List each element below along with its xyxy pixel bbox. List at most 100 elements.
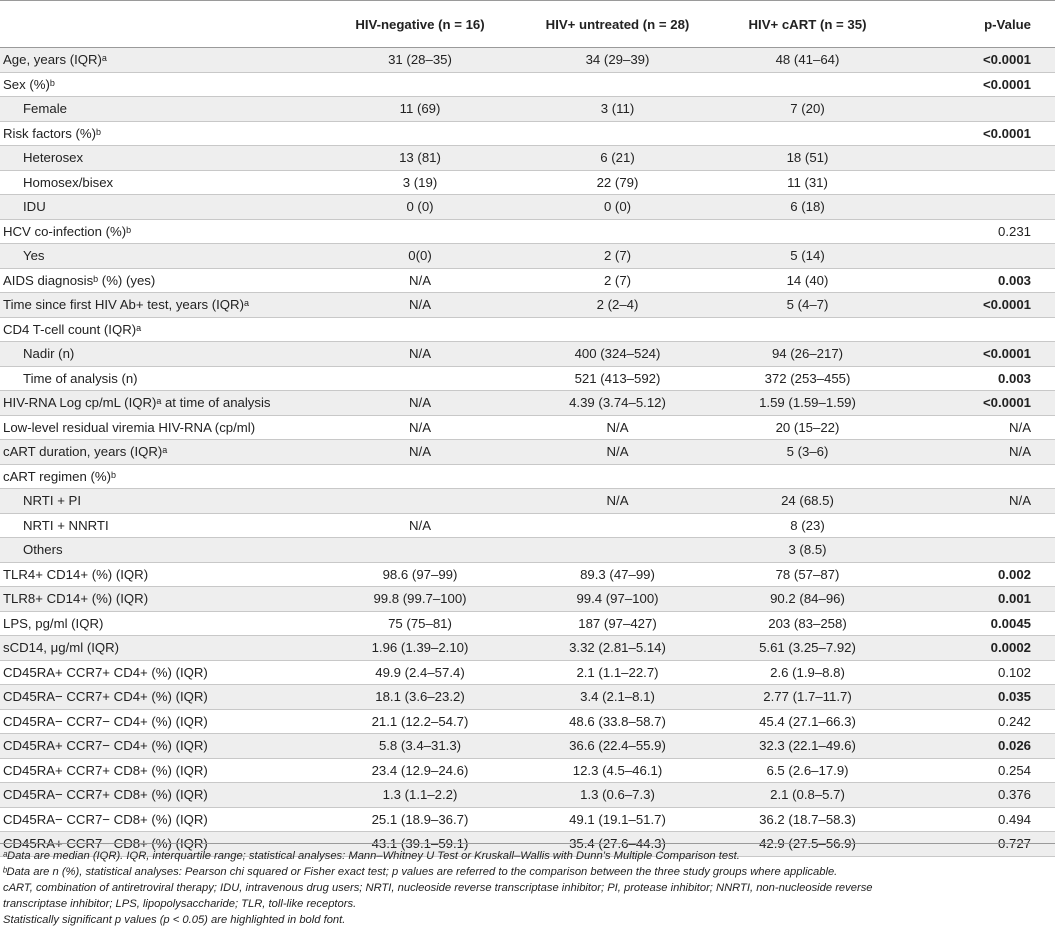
cell-hiv-negative: N/A [325,439,515,465]
table-row: Others 3 (8.5) [0,537,1055,563]
table-row: CD45RA− CCR7− CD8+ (%) (IQR) 25.1 (18.9–3… [0,807,1055,832]
cell-hiv-negative: N/A [325,513,515,538]
cell-hiv-negative [325,72,515,97]
cell-p-value: <0.0001 [895,292,1055,318]
table-row: NRTI + NNRTI N/A 8 (23) [0,513,1055,538]
table-footnotes: ᵃData are median (IQR). IQR, interquarti… [3,848,1053,928]
cell-p-value: 0.231 [895,219,1055,244]
cell-hiv-cart: 6 (18) [720,194,895,220]
cell-p-value: <0.0001 [895,341,1055,367]
cell-hiv-untreated: 3.32 (2.81–5.14) [515,635,720,661]
table-row: cART regimen (%)ᵇ [0,464,1055,489]
cell-hiv-untreated [515,121,720,146]
row-label: Nadir (n) [0,341,325,367]
row-label: NRTI + PI [0,488,325,514]
cell-hiv-cart: 5 (3–6) [720,439,895,465]
cell-p-value: N/A [895,439,1055,465]
table-row: CD45RA+ CCR7− CD4+ (%) (IQR) 5.8 (3.4–31.… [0,733,1055,759]
row-label: Age, years (IQR)ᵃ [0,47,325,73]
cell-hiv-cart: 2.1 (0.8–5.7) [720,782,895,808]
row-label: Sex (%)ᵇ [0,72,325,97]
cell-hiv-cart: 48 (41–64) [720,47,895,73]
row-label: cART duration, years (IQR)ᵃ [0,439,325,465]
cell-hiv-untreated: N/A [515,439,720,465]
table-row: CD45RA− CCR7+ CD4+ (%) (IQR) 18.1 (3.6–23… [0,684,1055,710]
cell-hiv-negative: 18.1 (3.6–23.2) [325,684,515,710]
cell-hiv-negative: 0 (0) [325,194,515,220]
cell-p-value: 0.035 [895,684,1055,710]
cell-p-value: <0.0001 [895,47,1055,73]
cell-hiv-negative [325,219,515,244]
row-label: Female [0,96,325,122]
cell-hiv-untreated: N/A [515,488,720,514]
row-label: Time of analysis (n) [0,366,325,391]
cell-hiv-untreated: 2 (2–4) [515,292,720,318]
table-row: LPS, pg/ml (IQR) 75 (75–81) 187 (97–427) 20… [0,611,1055,636]
cell-hiv-cart: 1.59 (1.59–1.59) [720,390,895,416]
cell-p-value: <0.0001 [895,121,1055,146]
row-label: TLR8+ CD14+ (%) (IQR) [0,586,325,612]
footnote-b: ᵇData are n (%), statistical analyses: P… [3,866,838,878]
cell-hiv-negative: 3 (19) [325,170,515,195]
cell-hiv-untreated: 187 (97–427) [515,611,720,636]
row-label: HCV co-infection (%)ᵇ [0,219,325,244]
cell-hiv-cart: 36.2 (18.7–58.3) [720,807,895,832]
table-row: sCD14, μg/ml (IQR) 1.96 (1.39–2.10) 3.32 (… [0,635,1055,661]
cell-hiv-untreated: 99.4 (97–100) [515,586,720,612]
table-row: HIV-RNA Log cp/mL (IQR)ᵃ at time of anal… [0,390,1055,416]
header-hiv-negative: HIV-negative (n = 16) [325,0,515,48]
cell-hiv-cart: 24 (68.5) [720,488,895,514]
cell-hiv-cart [720,317,895,342]
cell-hiv-cart: 7 (20) [720,96,895,122]
row-label: Risk factors (%)ᵇ [0,121,325,146]
row-label: HIV-RNA Log cp/mL (IQR)ᵃ at time of anal… [0,390,325,416]
cell-p-value: 0.254 [895,758,1055,783]
table-row: Female 11 (69) 3 (11) 7 (20) [0,96,1055,122]
cell-p-value: 0.0002 [895,635,1055,661]
cell-hiv-negative [325,537,515,563]
cell-hiv-untreated: 2 (7) [515,268,720,293]
cell-hiv-cart: 372 (253–455) [720,366,895,391]
cell-p-value: 0.242 [895,709,1055,734]
table-body: Age, years (IQR)ᵃ 31 (28–35) 34 (29–39) 48 … [0,47,1055,857]
cell-hiv-negative: 31 (28–35) [325,47,515,73]
cell-p-value [895,194,1055,220]
cell-hiv-cart: 90.2 (84–96) [720,586,895,612]
cell-hiv-negative: 23.4 (12.9–24.6) [325,758,515,783]
cell-p-value: 0.494 [895,807,1055,832]
cell-p-value: 0.026 [895,733,1055,759]
cell-p-value: 0.003 [895,366,1055,391]
cell-hiv-cart: 8 (23) [720,513,895,538]
table-row: Age, years (IQR)ᵃ 31 (28–35) 34 (29–39) 48 … [0,47,1055,73]
header-hiv-cart: HIV+ cART (n = 35) [720,0,895,48]
cell-hiv-negative: N/A [325,415,515,440]
cell-p-value: 0.003 [895,268,1055,293]
row-label: Homosex/bisex [0,170,325,195]
table-row: CD4 T-cell count (IQR)ᵃ [0,317,1055,342]
cell-hiv-cart [720,464,895,489]
cell-p-value [895,243,1055,269]
cell-hiv-cart: 2.6 (1.9–8.8) [720,660,895,685]
cell-hiv-untreated: 49.1 (19.1–51.7) [515,807,720,832]
table-row: Yes 0(0) 2 (7) 5 (14) [0,243,1055,269]
row-label: Yes [0,243,325,269]
cell-hiv-negative: 1.3 (1.1–2.2) [325,782,515,808]
row-label: Low-level residual viremia HIV-RNA (cp/m… [0,415,325,440]
cell-hiv-untreated: 4.39 (3.74–5.12) [515,390,720,416]
row-label: CD45RA+ CCR7+ CD8+ (%) (IQR) [0,758,325,783]
cell-hiv-negative: N/A [325,390,515,416]
cell-hiv-cart: 45.4 (27.1–66.3) [720,709,895,734]
row-label: cART regimen (%)ᵇ [0,464,325,489]
table-row: Heterosex 13 (81) 6 (21) 18 (51) [0,145,1055,171]
cell-p-value [895,513,1055,538]
cell-hiv-negative: 21.1 (12.2–54.7) [325,709,515,734]
cell-hiv-untreated: 3.4 (2.1–8.1) [515,684,720,710]
cell-p-value [895,464,1055,489]
cell-hiv-untreated: 12.3 (4.5–46.1) [515,758,720,783]
footnote-abbreviations-1: cART, combination of antiretroviral ther… [3,882,873,894]
cell-hiv-cart: 18 (51) [720,145,895,171]
cell-hiv-negative: 25.1 (18.9–36.7) [325,807,515,832]
cell-p-value [895,317,1055,342]
table-row: Time of analysis (n) 521 (413–592) 372 (25… [0,366,1055,391]
